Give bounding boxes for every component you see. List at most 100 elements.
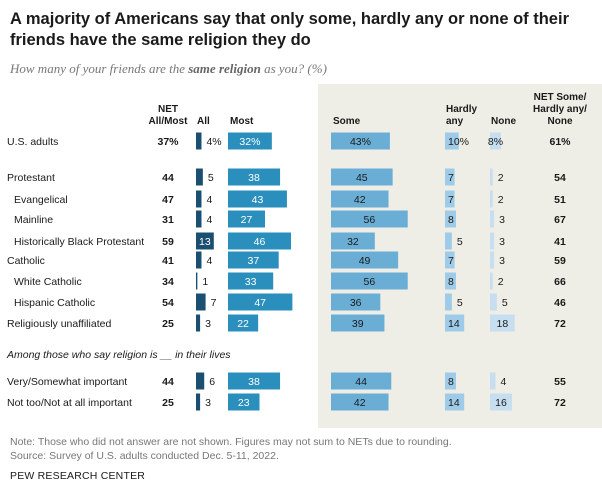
bar-some-value-label: 43% [350,136,371,148]
bar-all-value-label: 13 [199,236,211,248]
net-some-value: 66 [554,276,566,288]
bar-none [490,314,515,332]
bar-all-value-label: 4 [206,194,212,206]
bar-most [228,132,272,150]
subtitle-text-start: How many of your friends are the [10,61,189,76]
bar-most-value-label: 32% [239,136,260,148]
bar-most [228,190,287,208]
net-all-most-value: 41 [162,255,174,267]
net-some-value: 61% [549,136,571,148]
chart-note: Note: Those who did not answer are not s… [10,436,452,448]
bar-some-value-label: 32 [347,236,359,248]
bar-none-value-label: 5 [502,297,508,309]
column-header-net-some: Hardly any/ [533,104,587,115]
bar-some [331,232,375,250]
bar-some-value-label: 45 [356,172,368,184]
column-header-net-all-most: NET [158,104,178,115]
bar-some [331,272,408,290]
bar-hardly-any [445,210,456,228]
bar-all-value-label: 4 [206,214,212,226]
column-header-some: Some [333,116,361,127]
bar-none [490,393,512,411]
bar-most [228,372,281,390]
column-header-net-some: None [548,116,573,127]
bar-hardly-any-value-label: 8 [448,214,454,226]
bar-hardly-any-value-label: 8 [448,376,454,388]
bar-none-value-label: 4 [500,376,506,388]
net-all-most-value: 44 [162,172,174,184]
bar-hardly-any-value-label: 7 [448,194,454,206]
bar-most [228,293,293,311]
net-some-value: 54 [554,172,566,184]
bar-none-value-label: 2 [498,276,504,288]
column-header-most: Most [230,116,254,127]
bar-all-value-label: 6 [209,376,215,388]
chart-source: Source: Survey of U.S. adults conducted … [10,450,279,462]
bar-hardly-any [445,372,456,390]
column-header-net-some: NET Some/ [534,92,587,103]
bar-most-value-label: 38 [248,376,260,388]
bar-all [196,132,202,150]
bar-some-value-label: 56 [364,276,376,288]
bar-all-value-label: 4 [206,255,212,267]
bar-most-value-label: 46 [254,236,266,248]
bar-none [490,232,495,250]
row-label: Not too/Not at all important [7,397,132,409]
bar-all-value-label: 3 [205,397,211,409]
bar-all-value-label: 4% [206,136,221,148]
column-header-hardly: any [446,116,464,127]
bar-hardly-any-value-label: 5 [457,236,463,248]
bar-some-value-label: 42 [354,194,366,206]
bar-hardly-any-value-label: 5 [457,297,463,309]
bar-some [331,393,389,411]
bar-some-value-label: 49 [359,255,371,267]
net-some-value: 55 [554,376,566,388]
bar-some [331,210,408,228]
column-header-net-all-most: All/Most [149,116,189,127]
bar-all-value-label: 1 [202,276,208,288]
net-some-value: 51 [554,194,566,206]
section-label: Among those who say religion is __ in th… [6,349,231,361]
bar-all [196,251,202,269]
bar-none-value-label: 2 [498,194,504,206]
bar-most-value-label: 27 [241,214,253,226]
net-some-value: 41 [554,236,566,248]
bar-none [490,190,493,208]
net-all-most-value: 25 [162,397,174,409]
net-some-value: 72 [554,397,566,409]
bar-hardly-any-value-label: 10% [448,136,469,148]
bar-some [331,251,399,269]
bar-hardly-any [445,393,465,411]
bar-all [196,232,214,250]
bar-most [228,168,281,186]
row-label: Religiously unaffiliated [7,318,111,330]
net-all-most-value: 54 [162,297,174,309]
row-label: Mainline [14,214,53,226]
chart-title: A majority of Americans say that only so… [10,10,569,49]
bar-all [196,314,201,332]
bar-hardly-any [445,190,455,208]
net-some-value: 46 [554,297,566,309]
net-all-most-value: 47 [162,194,174,206]
bar-none [490,293,497,311]
bar-none [490,132,501,150]
bar-some [331,372,392,390]
bar-hardly-any [445,272,456,290]
bar-none-value-label: 3 [499,214,505,226]
subtitle-text-end: as you? (%) [260,61,327,76]
bar-some [331,293,381,311]
subtitle-emphasis: same religion [188,61,261,76]
bar-hardly-any-value-label: 7 [448,172,454,184]
bar-some-value-label: 36 [350,297,362,309]
bar-none [490,251,495,269]
bar-most-value-label: 22 [237,318,249,330]
bar-all [196,168,203,186]
bar-all-value-label: 7 [211,297,217,309]
net-all-most-value: 34 [162,276,174,288]
net-all-most-value: 44 [162,376,174,388]
row-label: Hispanic Catholic [14,297,95,309]
bar-hardly-any-value-label: 8 [448,276,454,288]
row-label: U.S. adults [7,136,58,148]
bar-most [228,232,292,250]
